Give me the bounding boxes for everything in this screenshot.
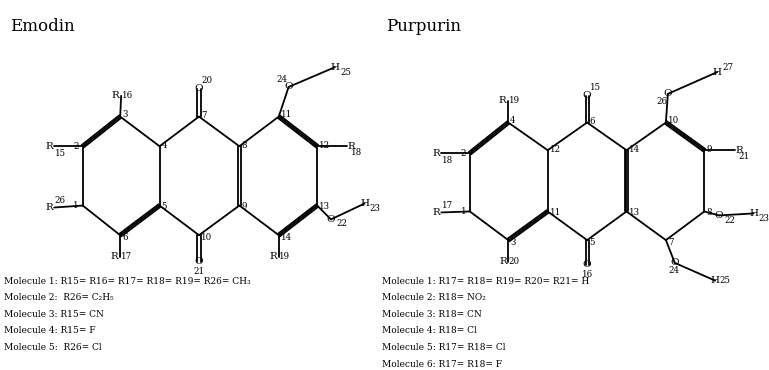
Text: R: R [499, 96, 507, 105]
Text: 1: 1 [461, 207, 466, 216]
Text: 1: 1 [73, 201, 79, 210]
Text: 21: 21 [739, 152, 750, 161]
Text: R: R [270, 252, 278, 262]
Text: Molecule 5: R17= R18= Cl: Molecule 5: R17= R18= Cl [382, 343, 506, 352]
Text: O: O [671, 258, 679, 268]
Text: 23: 23 [369, 204, 380, 213]
Text: R: R [112, 91, 119, 100]
Text: Molecule 4: R15= F: Molecule 4: R15= F [4, 326, 95, 336]
Text: 14: 14 [281, 233, 292, 242]
Text: 12: 12 [550, 145, 561, 154]
Text: 14: 14 [629, 145, 640, 154]
Text: 5: 5 [161, 202, 167, 211]
Text: 25: 25 [720, 276, 731, 285]
Text: 22: 22 [724, 216, 735, 225]
Text: R: R [735, 146, 743, 155]
Text: 4: 4 [161, 141, 167, 150]
Text: 18: 18 [441, 156, 453, 165]
Text: 9: 9 [707, 145, 712, 154]
Text: 20: 20 [201, 76, 212, 85]
Text: H: H [711, 276, 720, 285]
Text: 17: 17 [121, 252, 131, 262]
Text: 13: 13 [319, 202, 331, 211]
Text: 6: 6 [589, 117, 594, 126]
Text: 3: 3 [122, 110, 128, 119]
Text: O: O [195, 84, 203, 94]
Text: Molecule 3: R18= CN: Molecule 3: R18= CN [382, 310, 482, 319]
Text: 10: 10 [201, 233, 212, 242]
Text: Molecule 5:  R26= Cl: Molecule 5: R26= Cl [4, 343, 102, 352]
Text: 12: 12 [319, 141, 331, 150]
Text: 11: 11 [281, 110, 292, 119]
Text: 26: 26 [657, 97, 667, 106]
Text: Molecule 2: R18= NO₂: Molecule 2: R18= NO₂ [382, 293, 486, 302]
Text: 25: 25 [341, 68, 351, 77]
Text: O: O [583, 91, 591, 100]
Text: 9: 9 [241, 202, 247, 211]
Text: 16: 16 [122, 91, 133, 100]
Text: O: O [583, 260, 591, 269]
Text: 20: 20 [508, 258, 520, 266]
Text: R: R [433, 208, 441, 217]
Text: 24: 24 [277, 75, 288, 84]
Text: 27: 27 [723, 63, 734, 72]
Text: H: H [360, 199, 369, 208]
Text: O: O [327, 215, 335, 224]
Text: R: R [433, 149, 441, 158]
Text: Molecule 3: R15= CN: Molecule 3: R15= CN [4, 310, 104, 319]
Text: H: H [713, 68, 721, 77]
Text: 21: 21 [194, 267, 205, 276]
Text: R: R [45, 142, 53, 151]
Text: 16: 16 [581, 270, 593, 279]
Text: 8: 8 [707, 208, 712, 217]
Text: Molecule 1: R15= R16= R17= R18= R19= R26= CH₃: Molecule 1: R15= R16= R17= R18= R19= R26… [4, 277, 251, 286]
Text: 19: 19 [508, 96, 520, 105]
Text: 5: 5 [589, 238, 594, 248]
Text: 10: 10 [668, 115, 679, 125]
Text: R: R [499, 258, 507, 266]
Text: 2: 2 [461, 149, 466, 158]
Text: 8: 8 [241, 141, 247, 150]
Text: 26: 26 [55, 196, 65, 205]
Text: 2: 2 [74, 142, 79, 151]
Text: 11: 11 [550, 208, 561, 217]
Text: Molecule 4: R18= Cl: Molecule 4: R18= Cl [382, 326, 477, 336]
Text: R: R [111, 252, 118, 262]
Text: 18: 18 [351, 148, 362, 157]
Text: Purpurin: Purpurin [386, 18, 461, 35]
Text: 7: 7 [668, 238, 674, 248]
Text: 6: 6 [122, 233, 128, 242]
Text: H: H [331, 63, 339, 72]
Text: H: H [749, 209, 758, 218]
Text: Molecule 6: R17= R18= F: Molecule 6: R17= R18= F [382, 360, 502, 369]
Text: O: O [285, 83, 293, 91]
Text: 15: 15 [55, 149, 66, 158]
Text: Emodin: Emodin [10, 18, 75, 35]
Text: 4: 4 [510, 115, 515, 125]
Text: 17: 17 [441, 201, 453, 210]
Text: 23: 23 [758, 214, 769, 223]
Text: Molecule 1: R17= R18= R19= R20= R21= H: Molecule 1: R17= R18= R19= R20= R21= H [382, 277, 590, 286]
Text: R: R [45, 203, 53, 212]
Text: O: O [664, 90, 672, 98]
Text: 19: 19 [279, 252, 290, 262]
Text: 15: 15 [590, 83, 601, 92]
Text: 7: 7 [201, 111, 207, 120]
Text: 22: 22 [337, 219, 348, 228]
Text: O: O [714, 211, 724, 220]
Text: Molecule 2:  R26= C₂H₅: Molecule 2: R26= C₂H₅ [4, 293, 114, 302]
Text: O: O [195, 258, 203, 266]
Text: 13: 13 [629, 208, 640, 217]
Text: 24: 24 [669, 266, 680, 275]
Text: 3: 3 [510, 238, 515, 248]
Text: R: R [348, 142, 355, 151]
